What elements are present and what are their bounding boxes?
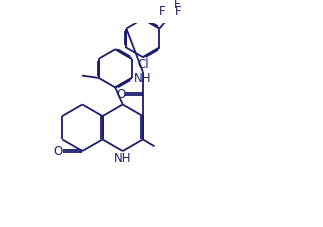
Text: O: O xyxy=(54,145,63,158)
Text: NH: NH xyxy=(134,72,151,85)
Text: F: F xyxy=(159,5,166,18)
Text: NH: NH xyxy=(114,151,131,164)
Text: O: O xyxy=(117,88,126,101)
Text: Cl: Cl xyxy=(137,58,149,71)
Text: F: F xyxy=(174,0,181,11)
Text: F: F xyxy=(175,5,182,18)
